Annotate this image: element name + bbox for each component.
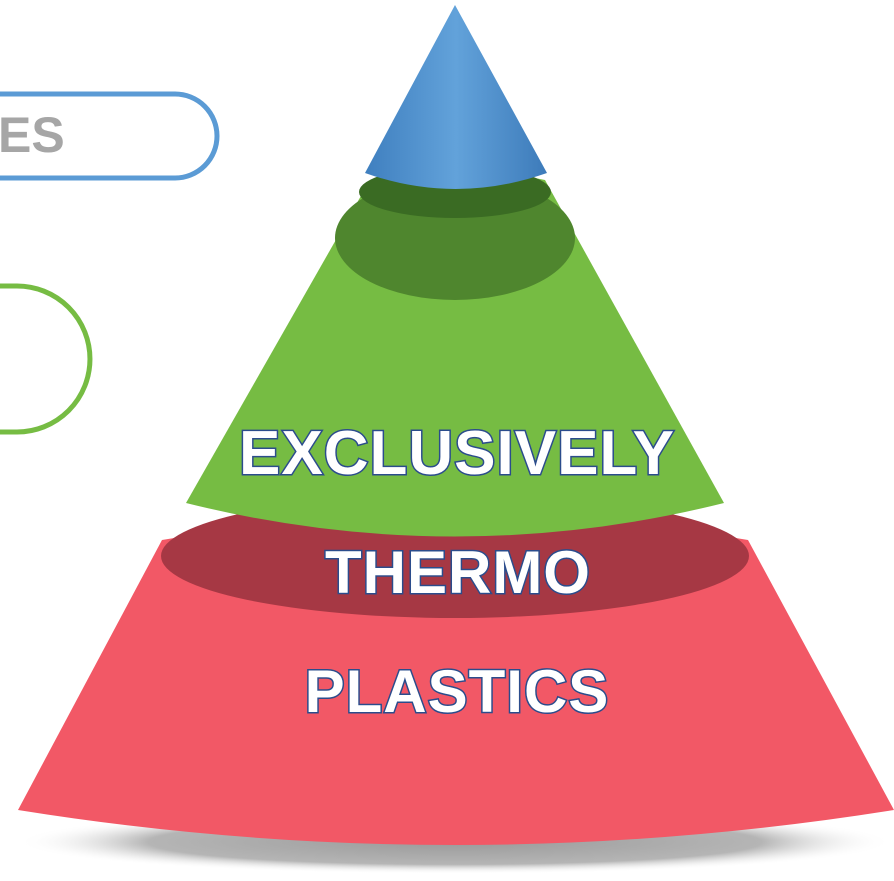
pyramid-tier-middle (186, 170, 724, 537)
callout-pill-middle (0, 283, 93, 435)
pyramid-label-plastics: PLASTICS (305, 658, 610, 725)
pyramid-tier-top (365, 5, 547, 189)
callout-pill-top: ES (0, 91, 220, 181)
pyramid-label-exclusively: EXCLUSIVELY (239, 419, 675, 488)
callout-pill-top-label: ES (0, 107, 65, 163)
pyramid-label-thermo: THERMO (325, 539, 591, 606)
